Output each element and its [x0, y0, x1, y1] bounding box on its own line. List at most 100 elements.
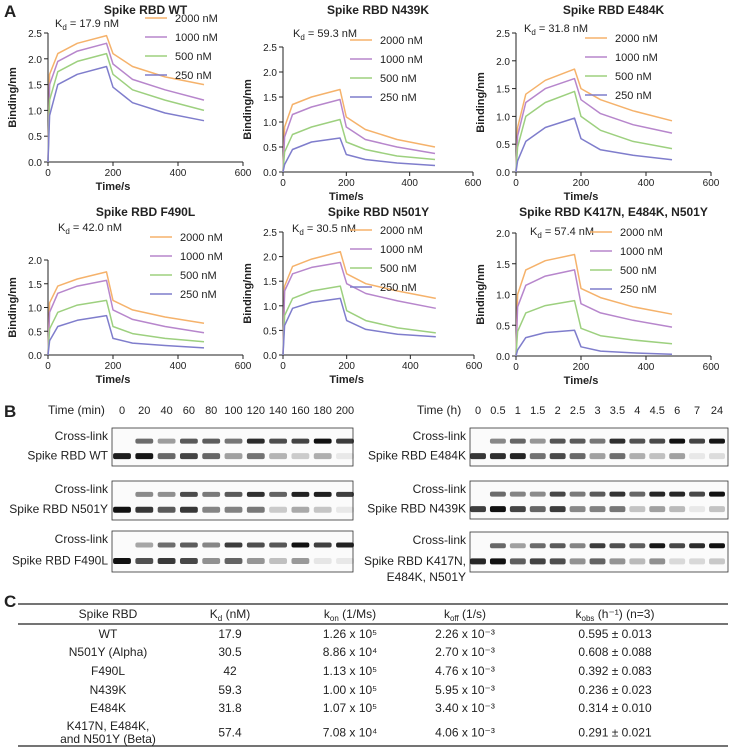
series-line — [47, 271, 205, 356]
x-tick-label: 200 — [105, 361, 122, 372]
kd-text: = 17.9 nM — [67, 18, 119, 30]
y-tick-label: 1.5 — [263, 277, 277, 288]
table-cell: 2.26 x 10⁻³ — [435, 627, 495, 641]
x-axis-label: Time/s — [96, 374, 131, 386]
x-tick-label: 600 — [703, 362, 720, 373]
kd-symbol: K — [55, 18, 63, 30]
kd-text: = 31.8 nM — [536, 23, 588, 35]
x-axis-label: Time/s — [329, 374, 364, 386]
table-cell: 1.13 x 10⁵ — [323, 664, 377, 678]
gel-band — [336, 491, 354, 497]
gel-band — [246, 506, 265, 513]
gel-band — [689, 558, 706, 565]
header-subscript: obs — [582, 614, 595, 623]
table-cell: 0.392 ± 0.083 — [578, 664, 652, 678]
gel-band — [291, 558, 310, 565]
kd-text: = 57.4 nM — [542, 226, 594, 238]
lane-label: 60 — [183, 405, 195, 417]
gel-band — [157, 506, 176, 513]
gel-band — [269, 438, 288, 444]
y-tick-label: 1.5 — [28, 81, 42, 92]
legend-label: 500 nM — [380, 73, 417, 85]
chart-title: Spike RBD K417N, E484K, N501Y — [519, 205, 708, 219]
kd-symbol: K — [530, 226, 538, 238]
header-text: (1/s) — [459, 607, 486, 621]
legend-label: 1000 nM — [620, 246, 663, 258]
blot-label: Spike RBD F490L — [12, 554, 108, 568]
gel-band — [569, 453, 586, 460]
header-subscript: on — [330, 614, 339, 623]
table-cell: 7.08 x 10⁴ — [323, 726, 378, 740]
header-text: (h⁻¹) (n=3) — [594, 607, 654, 621]
gel-band — [609, 558, 626, 565]
gel-band — [269, 506, 288, 513]
lane-label: 20 — [138, 405, 150, 417]
gel-band — [202, 506, 221, 513]
panel-label: B — [4, 402, 16, 421]
gel-band — [135, 438, 154, 444]
series-line — [47, 52, 205, 163]
legend-label: 2000 nM — [615, 33, 658, 45]
gel-band — [509, 453, 526, 460]
y-tick-label: 2.5 — [263, 43, 277, 54]
chart-title: Spike RBD WT — [104, 3, 188, 17]
gel-band — [589, 506, 606, 513]
table-cell: E484K — [90, 701, 126, 715]
blot-label: Cross-link — [55, 482, 109, 496]
gel-band — [589, 491, 606, 497]
table-cell: N501Y (Alpha) — [69, 645, 148, 659]
gel-band — [179, 542, 198, 548]
legend-label: 250 nM — [180, 289, 217, 301]
gel-band — [246, 491, 265, 497]
panel-label: A — [4, 2, 16, 21]
gel-band — [709, 438, 725, 444]
kd-annotation: Kd = 42.0 nM — [58, 222, 122, 236]
gel-band — [269, 558, 288, 565]
x-tick-label: 0 — [513, 362, 519, 373]
legend-label: 1000 nM — [180, 251, 223, 263]
y-tick-label: 0.0 — [263, 168, 277, 179]
x-tick-label: 600 — [235, 361, 252, 372]
blot-label: Cross-link — [55, 429, 109, 443]
series-line — [515, 117, 673, 173]
gel-band — [649, 543, 666, 549]
y-tick-label: 2.5 — [28, 29, 42, 40]
y-tick-label: 0.0 — [28, 351, 42, 362]
series-line — [47, 65, 205, 163]
y-tick-label: 1.0 — [263, 302, 277, 313]
table-header: kobs (h⁻¹) (n=3) — [576, 607, 655, 623]
gel-band — [246, 542, 265, 548]
kd-text: = 59.3 nM — [305, 28, 357, 40]
y-tick-label: 0.5 — [496, 140, 510, 151]
table-cell: 5.95 x 10⁻³ — [435, 683, 495, 697]
legend-label: 2000 nM — [380, 225, 423, 237]
gel-band — [649, 506, 666, 513]
gel-band — [269, 491, 288, 497]
gel-band — [489, 558, 506, 565]
gel-band — [609, 438, 626, 444]
gel-band — [202, 558, 221, 565]
x-tick-label: 0 — [45, 168, 51, 179]
gel-band — [470, 558, 486, 565]
header-text: (nM) — [222, 607, 250, 621]
gel-band — [689, 438, 706, 444]
gel-band — [649, 491, 666, 497]
gel-band — [336, 438, 354, 444]
gel-band — [529, 543, 546, 549]
y-tick-label: 1.5 — [496, 85, 510, 96]
x-axis-label: Time/s — [329, 191, 364, 203]
gel-band — [224, 491, 243, 497]
kd-subscript: d — [299, 228, 303, 237]
gel-band — [202, 453, 221, 460]
lane-label: 0 — [475, 405, 481, 417]
table-cell: 1.07 x 10⁵ — [323, 701, 377, 715]
table-cell: 42 — [223, 664, 237, 678]
lane-label: 140 — [269, 405, 287, 417]
kd-symbol: K — [292, 223, 300, 235]
gel-band — [202, 491, 221, 497]
blot-label: Spike RBD K417N, — [364, 554, 466, 568]
blot-label: Spike RBD N439K — [367, 501, 466, 515]
gel-band — [135, 506, 154, 513]
gel-band — [629, 558, 646, 565]
